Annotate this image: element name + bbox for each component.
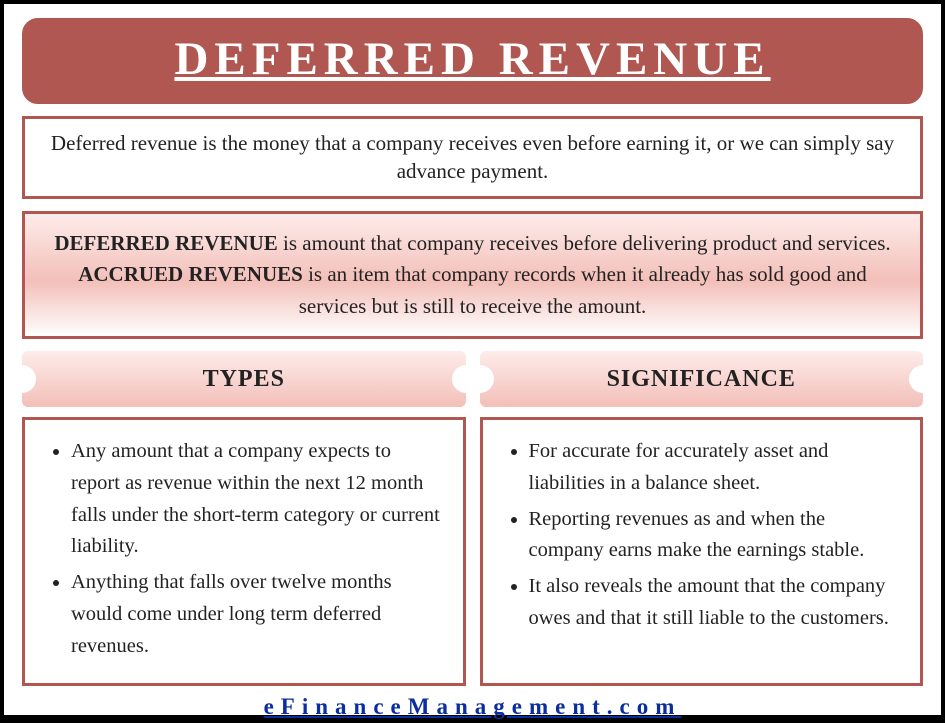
list-item: It also reveals the amount that the comp… bbox=[529, 571, 899, 635]
footer: eFinanceManagement.com bbox=[22, 694, 923, 720]
list-item: Anything that falls over twelve months w… bbox=[71, 567, 441, 662]
column-significance: SIGNIFICANCE For accurate for accurately… bbox=[480, 351, 924, 685]
infographic-canvas: DEFERRED REVENUE Deferred revenue is the… bbox=[4, 4, 941, 715]
list-item: Any amount that a company expects to rep… bbox=[71, 436, 441, 563]
significance-list-box: For accurate for accurately asset and li… bbox=[480, 417, 924, 685]
page-title: DEFERRED REVENUE bbox=[34, 32, 911, 86]
significance-list: For accurate for accurately asset and li… bbox=[513, 436, 899, 635]
definition-box: DEFERRED REVENUE is amount that company … bbox=[22, 211, 923, 340]
list-item: Reporting revenues as and when the compa… bbox=[529, 504, 899, 568]
intro-box: Deferred revenue is the money that a com… bbox=[22, 116, 923, 199]
list-item: For accurate for accurately asset and li… bbox=[529, 436, 899, 500]
columns-wrapper: TYPES Any amount that a company expects … bbox=[22, 351, 923, 685]
significance-heading: SIGNIFICANCE bbox=[607, 366, 796, 393]
types-heading: TYPES bbox=[203, 366, 285, 393]
significance-header-ticket: SIGNIFICANCE bbox=[480, 351, 924, 407]
definition-text-1: is amount that company receives before d… bbox=[278, 231, 891, 255]
intro-text: Deferred revenue is the money that a com… bbox=[51, 131, 894, 183]
definition-text-2: is an item that company records when it … bbox=[299, 262, 867, 318]
types-list-box: Any amount that a company expects to rep… bbox=[22, 417, 466, 685]
definition-term-1: DEFERRED REVENUE bbox=[54, 231, 277, 255]
footer-link[interactable]: eFinanceManagement.com bbox=[264, 694, 682, 719]
column-types: TYPES Any amount that a company expects … bbox=[22, 351, 466, 685]
definition-term-2: ACCRUED REVENUES bbox=[78, 262, 303, 286]
types-header-ticket: TYPES bbox=[22, 351, 466, 407]
types-list: Any amount that a company expects to rep… bbox=[55, 436, 441, 662]
title-bar: DEFERRED REVENUE bbox=[22, 18, 923, 104]
